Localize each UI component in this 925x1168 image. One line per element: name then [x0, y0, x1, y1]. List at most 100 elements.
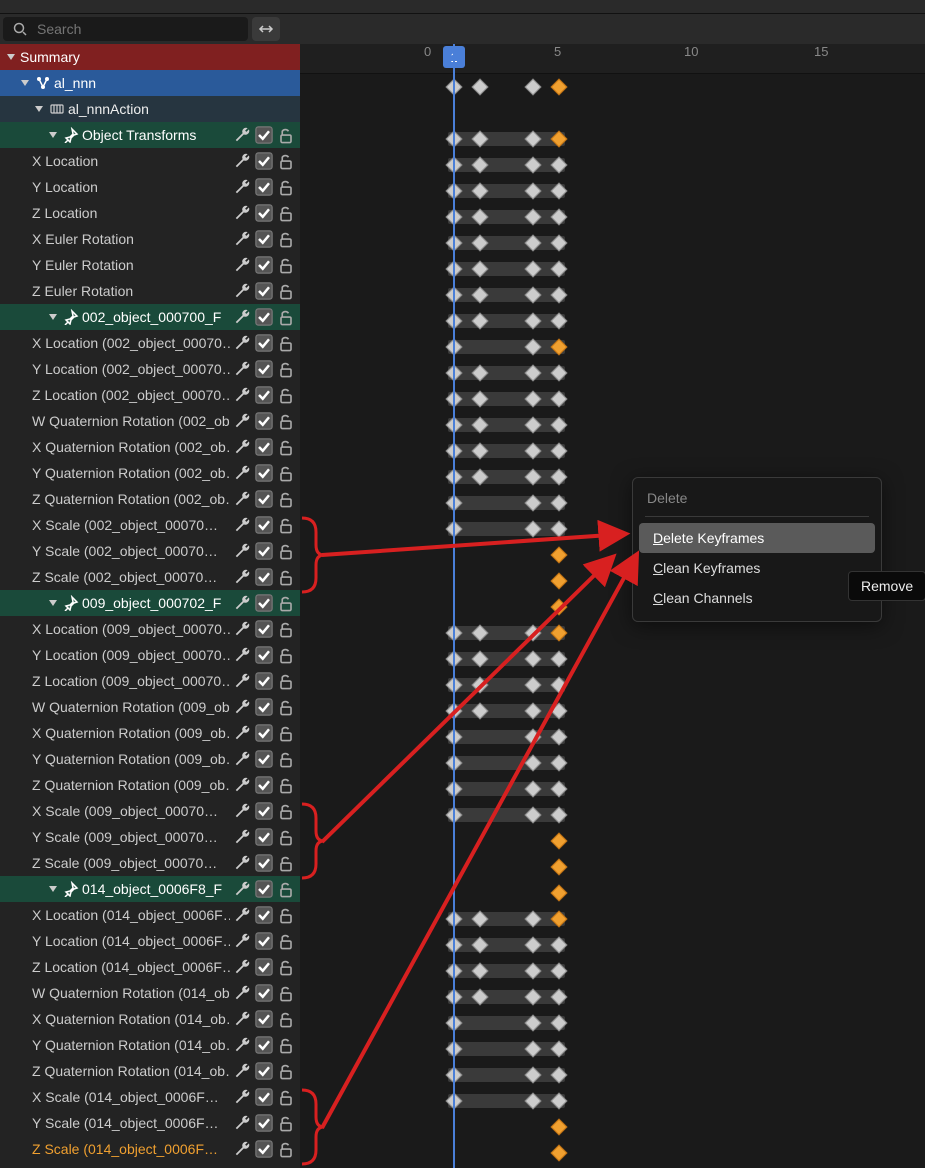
track-row[interactable] — [300, 334, 925, 360]
channel-row[interactable]: W Quaternion Rotation (002_ob… — [0, 408, 300, 434]
wrench-icon[interactable] — [232, 905, 252, 925]
channel-row[interactable]: X Location — [0, 148, 300, 174]
channel-row[interactable]: X Scale (002_object_00070… — [0, 512, 300, 538]
mute-checkbox[interactable] — [254, 697, 274, 717]
context-menu[interactable]: DeleteDelete KeyframesClean KeyframesCle… — [632, 477, 882, 622]
track-row[interactable] — [300, 386, 925, 412]
track-row[interactable] — [300, 932, 925, 958]
keyframe-diamond[interactable] — [525, 79, 542, 96]
lock-icon[interactable] — [276, 723, 296, 743]
channel-row[interactable]: X Euler Rotation — [0, 226, 300, 252]
track-row[interactable] — [300, 828, 925, 854]
wrench-icon[interactable] — [232, 125, 252, 145]
channel-row[interactable]: Y Euler Rotation — [0, 252, 300, 278]
lock-icon[interactable] — [276, 1009, 296, 1029]
wrench-icon[interactable] — [232, 489, 252, 509]
mute-checkbox[interactable] — [254, 151, 274, 171]
wrench-icon[interactable] — [232, 463, 252, 483]
keyframe-diamond[interactable] — [551, 859, 568, 876]
chevron-down-icon[interactable] — [32, 102, 46, 116]
keyframe-diamond[interactable] — [551, 599, 568, 616]
wrench-icon[interactable] — [232, 827, 252, 847]
mute-checkbox[interactable] — [254, 515, 274, 535]
mute-checkbox[interactable] — [254, 437, 274, 457]
lock-icon[interactable] — [276, 801, 296, 821]
mute-checkbox[interactable] — [254, 281, 274, 301]
mute-checkbox[interactable] — [254, 879, 274, 899]
track-row[interactable] — [300, 100, 925, 126]
mute-checkbox[interactable] — [254, 671, 274, 691]
track-row[interactable] — [300, 802, 925, 828]
mute-checkbox[interactable] — [254, 463, 274, 483]
mute-checkbox[interactable] — [254, 853, 274, 873]
wrench-icon[interactable] — [232, 1087, 252, 1107]
lock-icon[interactable] — [276, 281, 296, 301]
lock-icon[interactable] — [276, 333, 296, 353]
lock-icon[interactable] — [276, 905, 296, 925]
track-row[interactable] — [300, 1140, 925, 1166]
lock-icon[interactable] — [276, 827, 296, 847]
lock-icon[interactable] — [276, 463, 296, 483]
channel-row[interactable]: X Quaternion Rotation (002_ob… — [0, 434, 300, 460]
lock-icon[interactable] — [276, 775, 296, 795]
wrench-icon[interactable] — [232, 749, 252, 769]
chevron-down-icon[interactable] — [4, 50, 18, 64]
lock-icon[interactable] — [276, 515, 296, 535]
mute-checkbox[interactable] — [254, 645, 274, 665]
track-row[interactable] — [300, 672, 925, 698]
track-row[interactable] — [300, 620, 925, 646]
wrench-icon[interactable] — [232, 671, 252, 691]
mute-checkbox[interactable] — [254, 567, 274, 587]
lock-icon[interactable] — [276, 411, 296, 431]
channel-row[interactable]: Y Quaternion Rotation (014_ob… — [0, 1032, 300, 1058]
track-row[interactable] — [300, 958, 925, 984]
channel-row[interactable]: Y Quaternion Rotation (009_ob… — [0, 746, 300, 772]
search-box[interactable] — [3, 17, 248, 41]
track-row[interactable] — [300, 126, 925, 152]
chevron-down-icon[interactable] — [18, 76, 32, 90]
keyframe-diamond[interactable] — [551, 547, 568, 564]
chevron-down-icon[interactable] — [46, 310, 60, 324]
wrench-icon[interactable] — [232, 255, 252, 275]
timeline-ruler[interactable]: 0510151 — [300, 44, 925, 74]
lock-icon[interactable] — [276, 359, 296, 379]
track-row[interactable] — [300, 854, 925, 880]
track-row[interactable] — [300, 152, 925, 178]
lock-icon[interactable] — [276, 645, 296, 665]
mute-checkbox[interactable] — [254, 723, 274, 743]
track-row[interactable] — [300, 880, 925, 906]
wrench-icon[interactable] — [232, 1113, 252, 1133]
wrench-icon[interactable] — [232, 1139, 252, 1159]
channel-row[interactable]: Z Location — [0, 200, 300, 226]
keyframe-diamond[interactable] — [551, 79, 568, 96]
track-row[interactable] — [300, 360, 925, 386]
track-row[interactable] — [300, 282, 925, 308]
lock-icon[interactable] — [276, 1113, 296, 1133]
mute-checkbox[interactable] — [254, 333, 274, 353]
channel-row[interactable]: X Quaternion Rotation (009_ob… — [0, 720, 300, 746]
track-row[interactable] — [300, 1114, 925, 1140]
keyframe-diamond[interactable] — [551, 573, 568, 590]
wrench-icon[interactable] — [232, 229, 252, 249]
mute-checkbox[interactable] — [254, 749, 274, 769]
track-row[interactable] — [300, 776, 925, 802]
track-row[interactable] — [300, 438, 925, 464]
track-row[interactable] — [300, 906, 925, 932]
mute-checkbox[interactable] — [254, 905, 274, 925]
keyframe-diamond[interactable] — [551, 1119, 568, 1136]
channel-row[interactable]: X Scale (009_object_00070… — [0, 798, 300, 824]
mute-checkbox[interactable] — [254, 593, 274, 613]
lock-icon[interactable] — [276, 931, 296, 951]
channel-row[interactable]: Z Scale (014_object_0006F… — [0, 1136, 300, 1162]
wrench-icon[interactable] — [232, 203, 252, 223]
wrench-icon[interactable] — [232, 515, 252, 535]
mute-checkbox[interactable] — [254, 1139, 274, 1159]
lock-icon[interactable] — [276, 203, 296, 223]
channel-row[interactable]: Z Location (009_object_00070… — [0, 668, 300, 694]
mute-checkbox[interactable] — [254, 385, 274, 405]
channel-row[interactable]: W Quaternion Rotation (009_ob… — [0, 694, 300, 720]
mute-checkbox[interactable] — [254, 619, 274, 639]
chevron-down-icon[interactable] — [46, 882, 60, 896]
channel-row[interactable]: X Quaternion Rotation (014_ob… — [0, 1006, 300, 1032]
lock-icon[interactable] — [276, 229, 296, 249]
